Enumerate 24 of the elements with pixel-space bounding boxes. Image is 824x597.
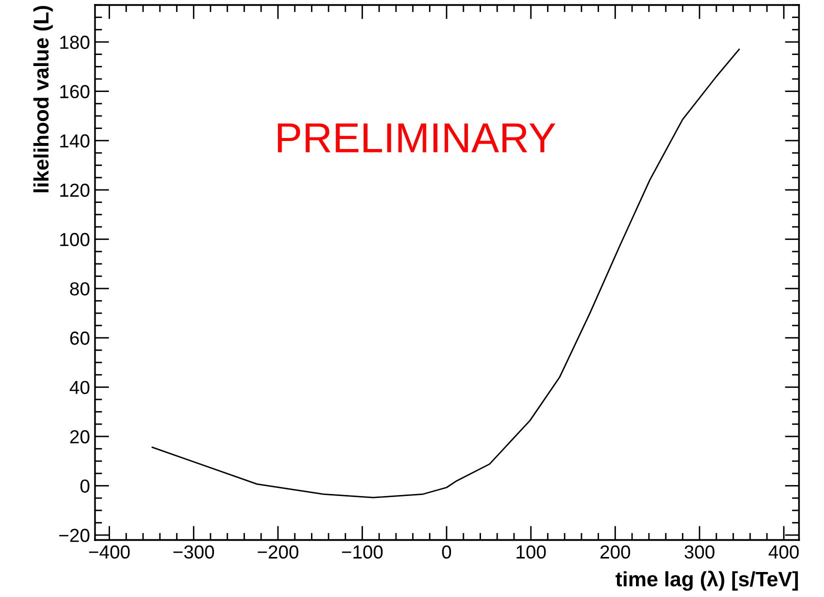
x-tick-label: −400	[89, 545, 130, 559]
x-tick-label: 100	[516, 545, 546, 559]
x-tick-label: 400	[768, 545, 799, 559]
y-tick-label: 180	[60, 36, 90, 49]
x-tick-label: 0	[442, 545, 452, 559]
line-series	[152, 48, 740, 498]
y-tick-label: −20	[59, 528, 90, 542]
x-tick-label: −100	[342, 545, 383, 559]
y-axis-title: likelihood value (L)	[33, 6, 53, 192]
y-tick-label: 120	[60, 184, 90, 197]
y-tick-label: 100	[60, 232, 90, 246]
x-tick-label: −200	[258, 545, 298, 559]
x-axis-title: time lag (λ) [s/TeV]	[616, 570, 798, 591]
x-tick-label: −300	[173, 545, 214, 559]
y-tick-label: 160	[60, 84, 90, 98]
x-tick-label: 200	[600, 545, 630, 559]
y-tick-label: 140	[60, 134, 90, 148]
y-tick-label: 0	[80, 479, 90, 493]
y-tick-label: 80	[70, 282, 90, 296]
y-tick-label: 40	[70, 380, 90, 394]
x-tick-label: 300	[684, 545, 714, 559]
annotation: PRELIMINARY	[278, 124, 556, 152]
y-tick-label: 60	[70, 332, 90, 345]
y-tick-label: 20	[70, 430, 90, 444]
